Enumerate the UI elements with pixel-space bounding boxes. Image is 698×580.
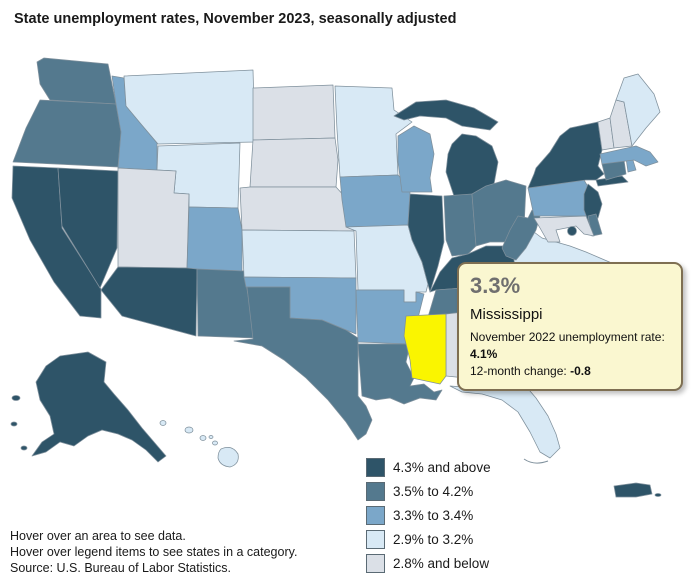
state-maryland[interactable] [533,215,595,243]
state-texas[interactable] [233,286,373,441]
source-note: Source: U.S. Bureau of Labor Statistics. [10,561,231,575]
tooltip-rate: 3.3% [470,273,521,298]
florida-keys [523,458,549,464]
state-colorado[interactable] [186,206,243,272]
footer-notes: Hover over an area to see data. Hover ov… [10,528,297,576]
state-south-dakota[interactable] [249,137,339,188]
legend-swatch-light-blue [366,506,385,525]
legend-item-3-5-to-4-2[interactable]: 3.5% to 4.2% [366,482,491,501]
tooltip-previous-rate-value: 4.1% [470,347,498,361]
legend-label: 2.8% and below [393,556,490,571]
tooltip-previous-rate-label: November 2022 unemployment rate: [470,330,665,344]
state-maine[interactable] [615,73,661,147]
tooltip-previous-rate: November 2022 unemployment rate: 4.1% [470,329,670,363]
legend-swatch-medium [366,482,385,501]
state-minnesota[interactable] [334,85,413,178]
tooltip-change-value: -0.8 [570,364,591,378]
state-iowa[interactable] [339,174,411,228]
tooltip-change: 12-month change: -0.8 [470,363,670,380]
legend-item-2-8-and-below[interactable]: 2.8% and below [366,554,491,573]
state-hawaii[interactable] [159,420,239,468]
state-mississippi[interactable] [403,313,447,385]
legend-item-3-3-to-3-4[interactable]: 3.3% to 3.4% [366,506,491,525]
legend-label: 4.3% and above [393,460,491,475]
hover-tooltip: 3.3% Mississippi November 2022 unemploym… [457,262,683,391]
legend-item-4-3-and-above[interactable]: 4.3% and above [366,458,491,477]
state-north-dakota[interactable] [252,84,336,141]
legend-item-2-9-to-3-2[interactable]: 2.9% to 3.2% [366,530,491,549]
legend-swatch-gray [366,554,385,573]
state-district-of-columbia[interactable] [567,226,577,236]
legend-swatch-dark [366,458,385,477]
state-nevada[interactable] [57,167,119,289]
state-massachusetts[interactable] [599,145,659,167]
map-legend: 4.3% and above 3.5% to 4.2% 3.3% to 3.4%… [366,458,491,578]
legend-hover-hint: Hover over legend items to see states in… [10,545,298,559]
legend-label: 3.3% to 3.4% [393,508,474,523]
tooltip-state-name: Mississippi [470,306,543,323]
state-kansas[interactable] [241,229,357,279]
state-oregon[interactable] [12,99,122,168]
legend-swatch-pale-blue [366,530,385,549]
state-nebraska[interactable] [239,186,355,232]
legend-label: 3.5% to 4.2% [393,484,474,499]
legend-label: 2.9% to 3.2% [393,532,474,547]
state-wisconsin[interactable] [397,125,435,193]
hover-hint: Hover over an area to see data. [10,529,186,543]
territory-puerto-rico[interactable] [613,482,662,498]
state-louisiana[interactable] [357,343,443,405]
page-title: State unemployment rates, November 2023,… [14,11,457,27]
tooltip-change-label: 12-month change: [470,364,571,378]
state-indiana[interactable] [443,193,477,257]
state-arizona[interactable] [100,266,198,337]
state-montana[interactable] [123,69,256,145]
state-washington[interactable] [36,57,117,105]
state-alaska[interactable] [10,351,167,463]
